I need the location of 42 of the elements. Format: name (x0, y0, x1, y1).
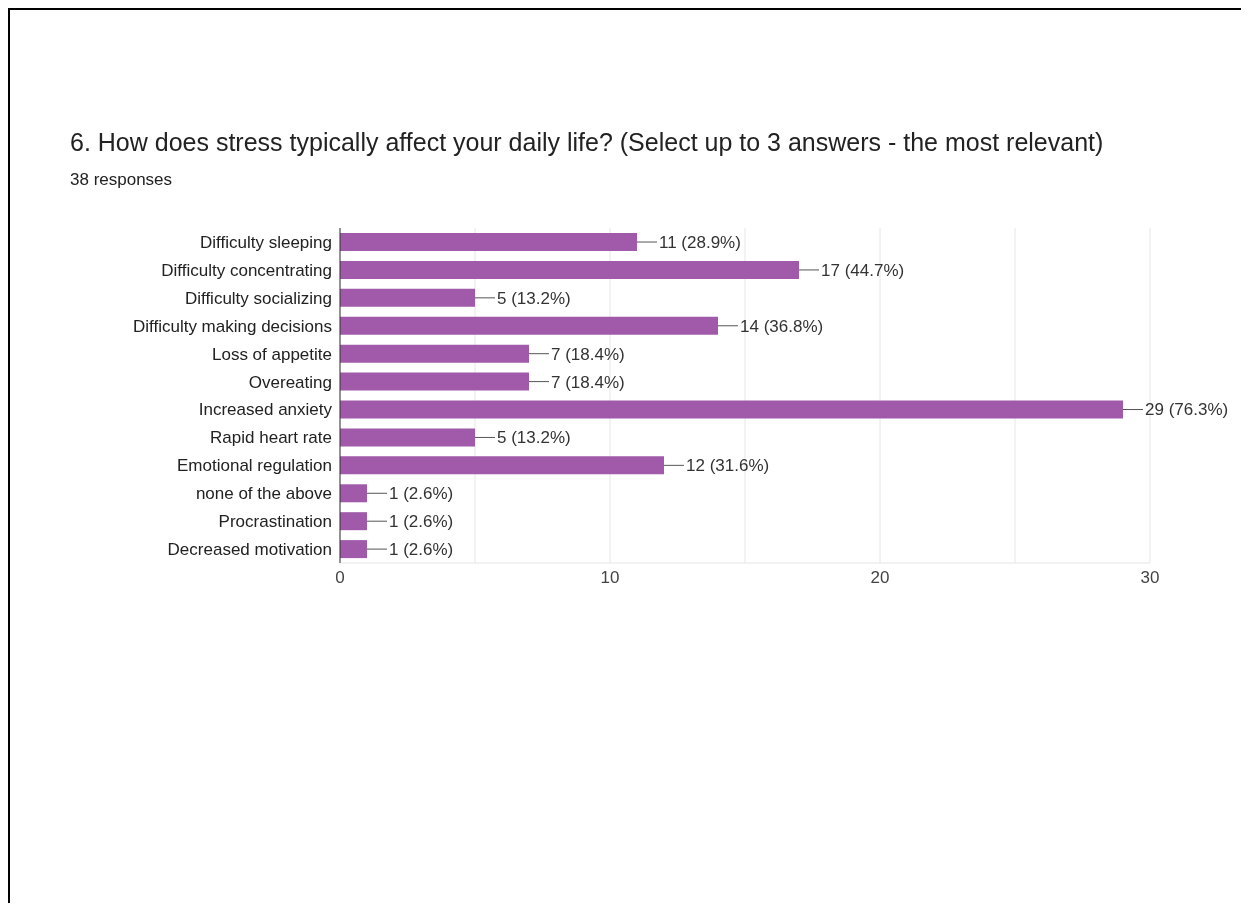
data-label: 11 (28.9%) (659, 232, 741, 252)
bar (340, 540, 367, 559)
bar (340, 484, 367, 503)
data-label: 29 (76.3%) (1145, 400, 1229, 420)
bar (340, 400, 1123, 419)
bar (340, 233, 637, 252)
y-tick-label: Rapid heart rate (210, 428, 332, 448)
bar (340, 316, 718, 335)
y-tick-label: Increased anxiety (198, 400, 333, 420)
y-tick-label: Difficulty making decisions (132, 316, 332, 336)
data-label: 12 (31.6%) (686, 456, 770, 476)
data-label: 5 (13.2%) (497, 288, 571, 308)
y-tick-label: Loss of appetite (211, 344, 332, 364)
bar (340, 512, 367, 531)
data-label: 7 (18.4%) (551, 372, 625, 392)
x-tick-label: 10 (600, 568, 620, 588)
data-label: 17 (44.7%) (821, 260, 905, 280)
chart-title: 6. How does stress typically affect your daily life? (Select up to 3 answers - the most relevant) (70, 128, 1104, 157)
data-label: 1 (2.6%) (389, 484, 454, 504)
text: 38 responses (70, 170, 173, 190)
bar (340, 260, 799, 279)
data-label: 5 (13.2%) (497, 428, 571, 448)
bar (340, 372, 529, 391)
x-tick-label: 30 (1140, 568, 1160, 588)
bar (340, 344, 529, 363)
x-tick-label: 20 (870, 568, 890, 588)
data-label: 1 (2.6%) (389, 512, 454, 532)
y-tick-label: none of the above (195, 484, 332, 504)
data-label: 7 (18.4%) (551, 344, 625, 364)
data-label: 14 (36.8%) (740, 316, 824, 336)
data-label: 1 (2.6%) (389, 540, 454, 560)
bar (340, 288, 475, 307)
y-tick-label: Difficulty socializing (184, 288, 332, 308)
y-tick-label: Overeating (248, 372, 332, 392)
y-tick-label: Procrastination (218, 512, 332, 532)
x-tick-label: 0 (335, 568, 345, 588)
y-tick-label: Difficulty sleeping (200, 232, 332, 252)
bar (340, 428, 475, 447)
y-tick-label: Emotional regulation (177, 456, 332, 476)
bar (340, 456, 664, 475)
y-tick-label: Decreased motivation (167, 540, 332, 560)
y-tick-label: Difficulty concentrating (161, 260, 332, 280)
